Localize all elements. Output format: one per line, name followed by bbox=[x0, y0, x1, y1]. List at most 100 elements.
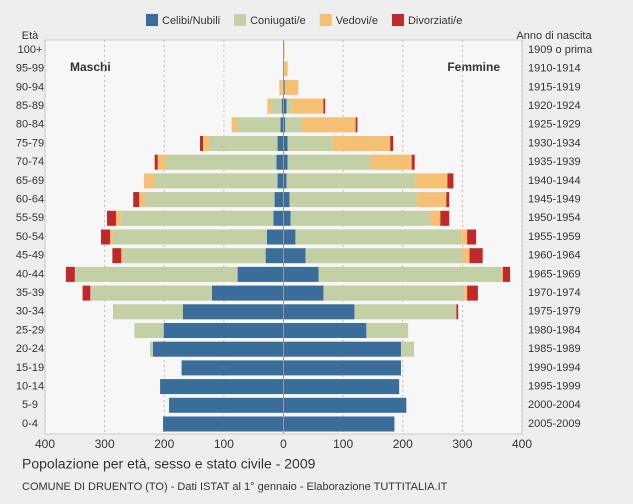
male-label: Maschi bbox=[70, 60, 111, 74]
female-bar bbox=[283, 248, 306, 264]
male-bar bbox=[149, 341, 153, 357]
male-bar bbox=[133, 192, 140, 208]
female-bar bbox=[469, 248, 483, 264]
birth-year-label: 1950-1954 bbox=[528, 212, 581, 224]
male-bar bbox=[109, 229, 113, 245]
female-bar bbox=[462, 248, 470, 264]
female-bar bbox=[283, 210, 291, 226]
male-bar bbox=[82, 285, 91, 301]
female-bar bbox=[290, 210, 431, 226]
female-bar bbox=[295, 229, 462, 245]
female-bar bbox=[291, 98, 324, 114]
birth-year-label: 1970-1974 bbox=[528, 287, 581, 299]
male-bar bbox=[169, 397, 284, 413]
female-bar bbox=[283, 341, 401, 357]
birth-year-label: 2005-2009 bbox=[528, 418, 581, 430]
female-bar bbox=[283, 397, 407, 413]
male-bar bbox=[163, 416, 284, 432]
female-bar bbox=[447, 173, 454, 189]
male-bar bbox=[237, 266, 284, 282]
female-bar bbox=[283, 154, 288, 170]
female-bar bbox=[370, 154, 412, 170]
female-bar bbox=[502, 266, 511, 282]
male-bar bbox=[282, 79, 284, 95]
female-bar bbox=[283, 192, 290, 208]
female-bar bbox=[283, 379, 400, 395]
birth-year-label: 1909 o prima bbox=[528, 44, 593, 56]
y2-axis-label: Anno di nascita bbox=[516, 30, 592, 42]
male-bar bbox=[165, 154, 277, 170]
female-bar bbox=[283, 61, 288, 77]
female-bar bbox=[318, 266, 502, 282]
female-bar bbox=[283, 323, 367, 338]
age-label: 10-14 bbox=[16, 381, 44, 393]
age-label: 30-34 bbox=[16, 306, 44, 318]
male-bar bbox=[231, 117, 238, 133]
male-bar bbox=[277, 173, 284, 189]
female-bar bbox=[417, 192, 447, 208]
female-bar bbox=[301, 117, 356, 133]
birth-year-label: 1960-1964 bbox=[528, 250, 581, 262]
chart-title: Popolazione per età, sesso e stato civil… bbox=[22, 456, 316, 472]
male-bar bbox=[211, 285, 284, 301]
male-bar bbox=[112, 229, 267, 245]
age-label: 75-79 bbox=[16, 137, 44, 149]
birth-year-label: 1945-1949 bbox=[528, 194, 581, 206]
female-bar bbox=[283, 98, 287, 114]
birth-year-label: 1980-1984 bbox=[528, 324, 581, 336]
x-tick-label: 200 bbox=[154, 437, 174, 451]
male-bar bbox=[203, 136, 209, 151]
female-bar bbox=[283, 173, 287, 189]
male-bar bbox=[112, 304, 183, 320]
x-tick-label: 300 bbox=[95, 437, 115, 451]
legend-label: Vedovi/e bbox=[336, 15, 378, 27]
female-bar bbox=[332, 136, 391, 151]
female-bar bbox=[283, 360, 401, 376]
male-bar bbox=[154, 154, 158, 170]
female-bar bbox=[354, 304, 457, 320]
female-bar bbox=[283, 117, 286, 133]
male-bar bbox=[280, 117, 284, 133]
x-tick-label: 400 bbox=[512, 437, 532, 451]
male-bar bbox=[279, 79, 283, 95]
female-bar bbox=[287, 136, 333, 151]
x-tick-label: 200 bbox=[393, 437, 413, 451]
age-label: 5-9 bbox=[22, 399, 38, 411]
age-label: 20-24 bbox=[16, 343, 44, 355]
female-bar bbox=[286, 173, 416, 189]
male-bar bbox=[120, 210, 274, 226]
x-tick-label: 100 bbox=[214, 437, 234, 451]
female-bar bbox=[283, 416, 395, 432]
female-bar bbox=[464, 285, 468, 301]
birth-year-label: 1995-1999 bbox=[528, 381, 581, 393]
legend-swatch bbox=[391, 14, 404, 26]
male-bar bbox=[154, 173, 278, 189]
x-tick-label: 400 bbox=[35, 437, 55, 451]
age-label: 65-69 bbox=[16, 175, 44, 187]
birth-year-label: 1955-1959 bbox=[528, 231, 581, 243]
birth-year-label: 1915-1919 bbox=[528, 81, 581, 93]
female-bar bbox=[289, 192, 418, 208]
age-label: 90-94 bbox=[16, 81, 44, 93]
age-label: 85-89 bbox=[16, 100, 44, 112]
male-bar bbox=[107, 210, 116, 226]
male-bar bbox=[123, 248, 266, 264]
male-bar bbox=[145, 192, 275, 208]
birth-year-label: 1975-1979 bbox=[528, 306, 581, 318]
male-bar bbox=[112, 248, 122, 264]
male-bar bbox=[160, 379, 284, 395]
birth-year-label: 1930-1934 bbox=[528, 137, 581, 149]
age-label: 25-29 bbox=[16, 324, 44, 336]
male-bar bbox=[277, 136, 284, 151]
legend-swatch bbox=[319, 14, 332, 26]
age-label: 50-54 bbox=[16, 231, 44, 243]
female-bar bbox=[283, 304, 355, 320]
male-bar bbox=[143, 173, 155, 189]
male-bar bbox=[276, 154, 284, 170]
male-bar bbox=[65, 266, 75, 282]
x-tick-label: 100 bbox=[333, 437, 353, 451]
male-bar bbox=[134, 323, 164, 338]
age-label: 80-84 bbox=[16, 119, 44, 131]
age-label: 95-99 bbox=[16, 63, 44, 75]
